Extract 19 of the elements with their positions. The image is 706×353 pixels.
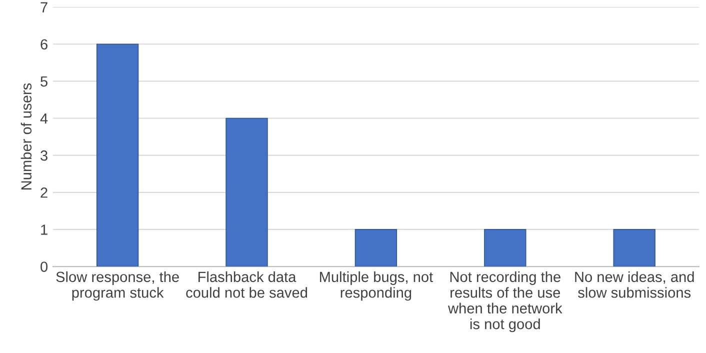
x-tick-label: Flashback data could not be saved <box>186 271 308 298</box>
bar <box>96 44 139 267</box>
bar <box>484 229 526 267</box>
y-tick-label: 7 <box>40 2 48 12</box>
y-tick-label: 3 <box>40 150 48 161</box>
y-tick-label: 5 <box>40 76 48 87</box>
bar <box>613 229 656 267</box>
bar <box>226 118 268 267</box>
x-tick-label: Multiple bugs, not responding <box>320 271 433 301</box>
y-tick-label: 1 <box>41 224 48 235</box>
y-tick-label: 2 <box>40 187 48 198</box>
y-tick-label: 0 <box>40 262 48 272</box>
x-tick-label: Not recording the results of the use when the network is not good <box>448 271 562 332</box>
bar <box>354 229 398 267</box>
x-tick-label: No new ideas, and slow submissions <box>575 271 694 298</box>
y-tick-label: 6 <box>40 39 48 50</box>
y-axis-title: Number of users <box>20 83 32 190</box>
y-tick-label: 4 <box>40 114 48 124</box>
x-tick-label: Slow response, the program stuck <box>56 271 179 301</box>
